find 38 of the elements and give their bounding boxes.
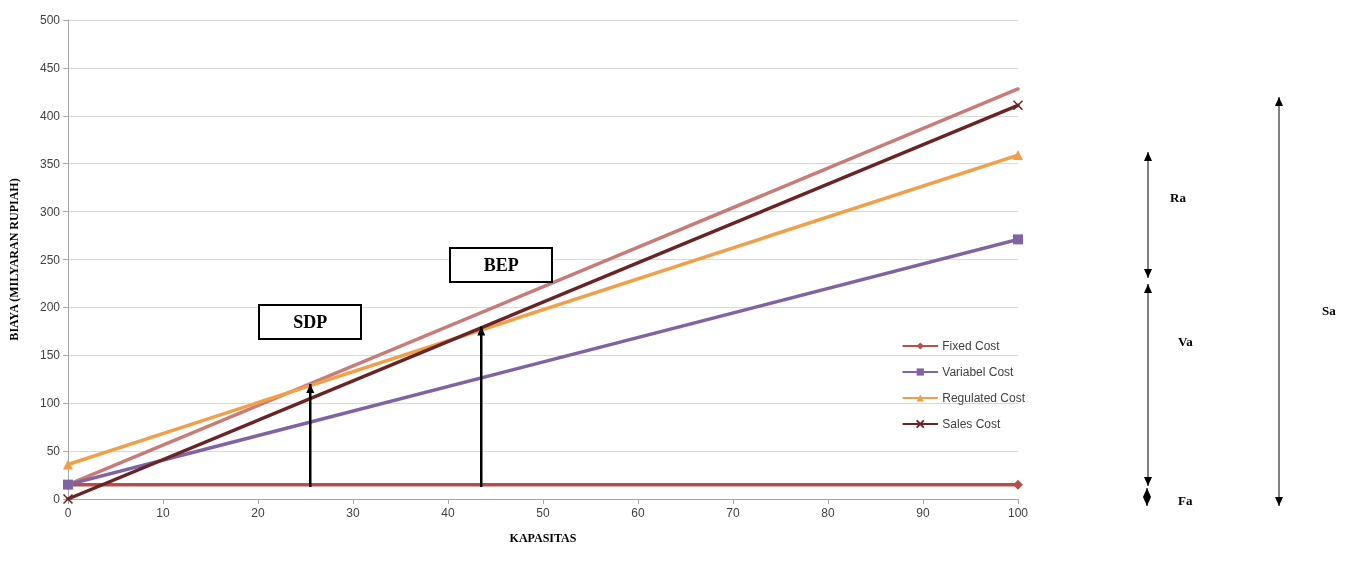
x-tick-label: 100 — [1007, 506, 1029, 520]
x-tick-label: 50 — [536, 506, 550, 520]
point — [1013, 479, 1023, 490]
y-tick-label: 200 — [39, 300, 61, 315]
x-tick-label: 70 — [726, 506, 740, 520]
y-tick-label: 50 — [46, 444, 61, 459]
text: Ra — [1170, 190, 1186, 206]
point — [1012, 100, 1024, 111]
text: Va — [1178, 334, 1193, 350]
text-box: BEP — [449, 246, 554, 283]
legend-label: Regulated Cost — [942, 391, 1026, 405]
y-tick-label: 400 — [39, 108, 61, 123]
x-tick-label: 10 — [156, 506, 170, 520]
x-tick-label: 40 — [441, 506, 455, 520]
legend-label: Fixed Cost — [942, 339, 1001, 353]
y-tick-label: 300 — [39, 204, 61, 219]
text: Sa — [1322, 303, 1336, 319]
x-tick-label: 80 — [821, 506, 835, 520]
x-tick-label: 30 — [346, 506, 360, 520]
y-tick-label: 350 — [39, 156, 61, 171]
legend-label: Sales Cost — [942, 417, 1001, 431]
x-tick-label: 90 — [916, 506, 930, 520]
point — [1013, 234, 1023, 245]
legend-label: Variabel Cost — [942, 365, 1015, 379]
y-tick-label: 100 — [39, 396, 61, 411]
point — [62, 493, 74, 505]
x-tick-label: 60 — [631, 506, 645, 520]
y-tick-label: 150 — [39, 348, 61, 363]
y-tick-label: 0 — [53, 492, 61, 506]
y-tick-label: 250 — [39, 252, 61, 267]
x-tick-label: 0 — [64, 506, 72, 520]
x-axis-title: KAPASITAS — [509, 531, 577, 545]
x-tick-label: 20 — [251, 506, 265, 520]
y-tick-label: 500 — [39, 13, 61, 27]
text-box: SDP — [258, 304, 363, 341]
y-axis-title: BIAYA (MILYARAN RUPIAH) — [7, 178, 21, 341]
text: Fa — [1178, 493, 1193, 509]
y-tick-label: 450 — [39, 60, 61, 75]
